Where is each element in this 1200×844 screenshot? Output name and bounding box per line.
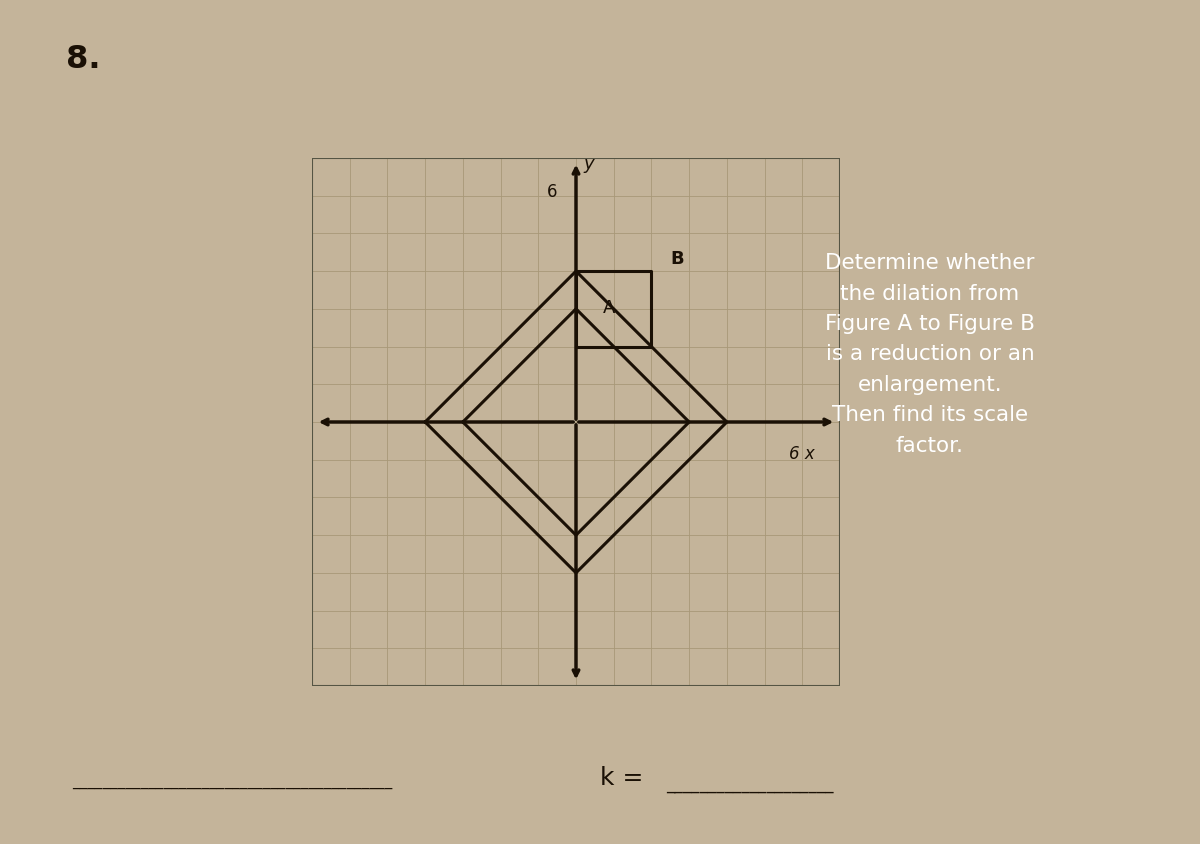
Text: __________________________________________: ________________________________________… [72,774,392,789]
Text: B: B [671,250,684,268]
Text: k =: k = [600,766,643,790]
Text: 6: 6 [547,183,557,201]
Text: ____________________: ____________________ [666,776,834,793]
Text: y: y [583,155,594,173]
Text: 6 x: 6 x [790,445,815,463]
Text: 8.: 8. [66,44,101,74]
Text: A: A [602,299,614,316]
Text: Determine whether
the dilation from
Figure A to Figure B
is a reduction or an
en: Determine whether the dilation from Figu… [826,253,1034,456]
